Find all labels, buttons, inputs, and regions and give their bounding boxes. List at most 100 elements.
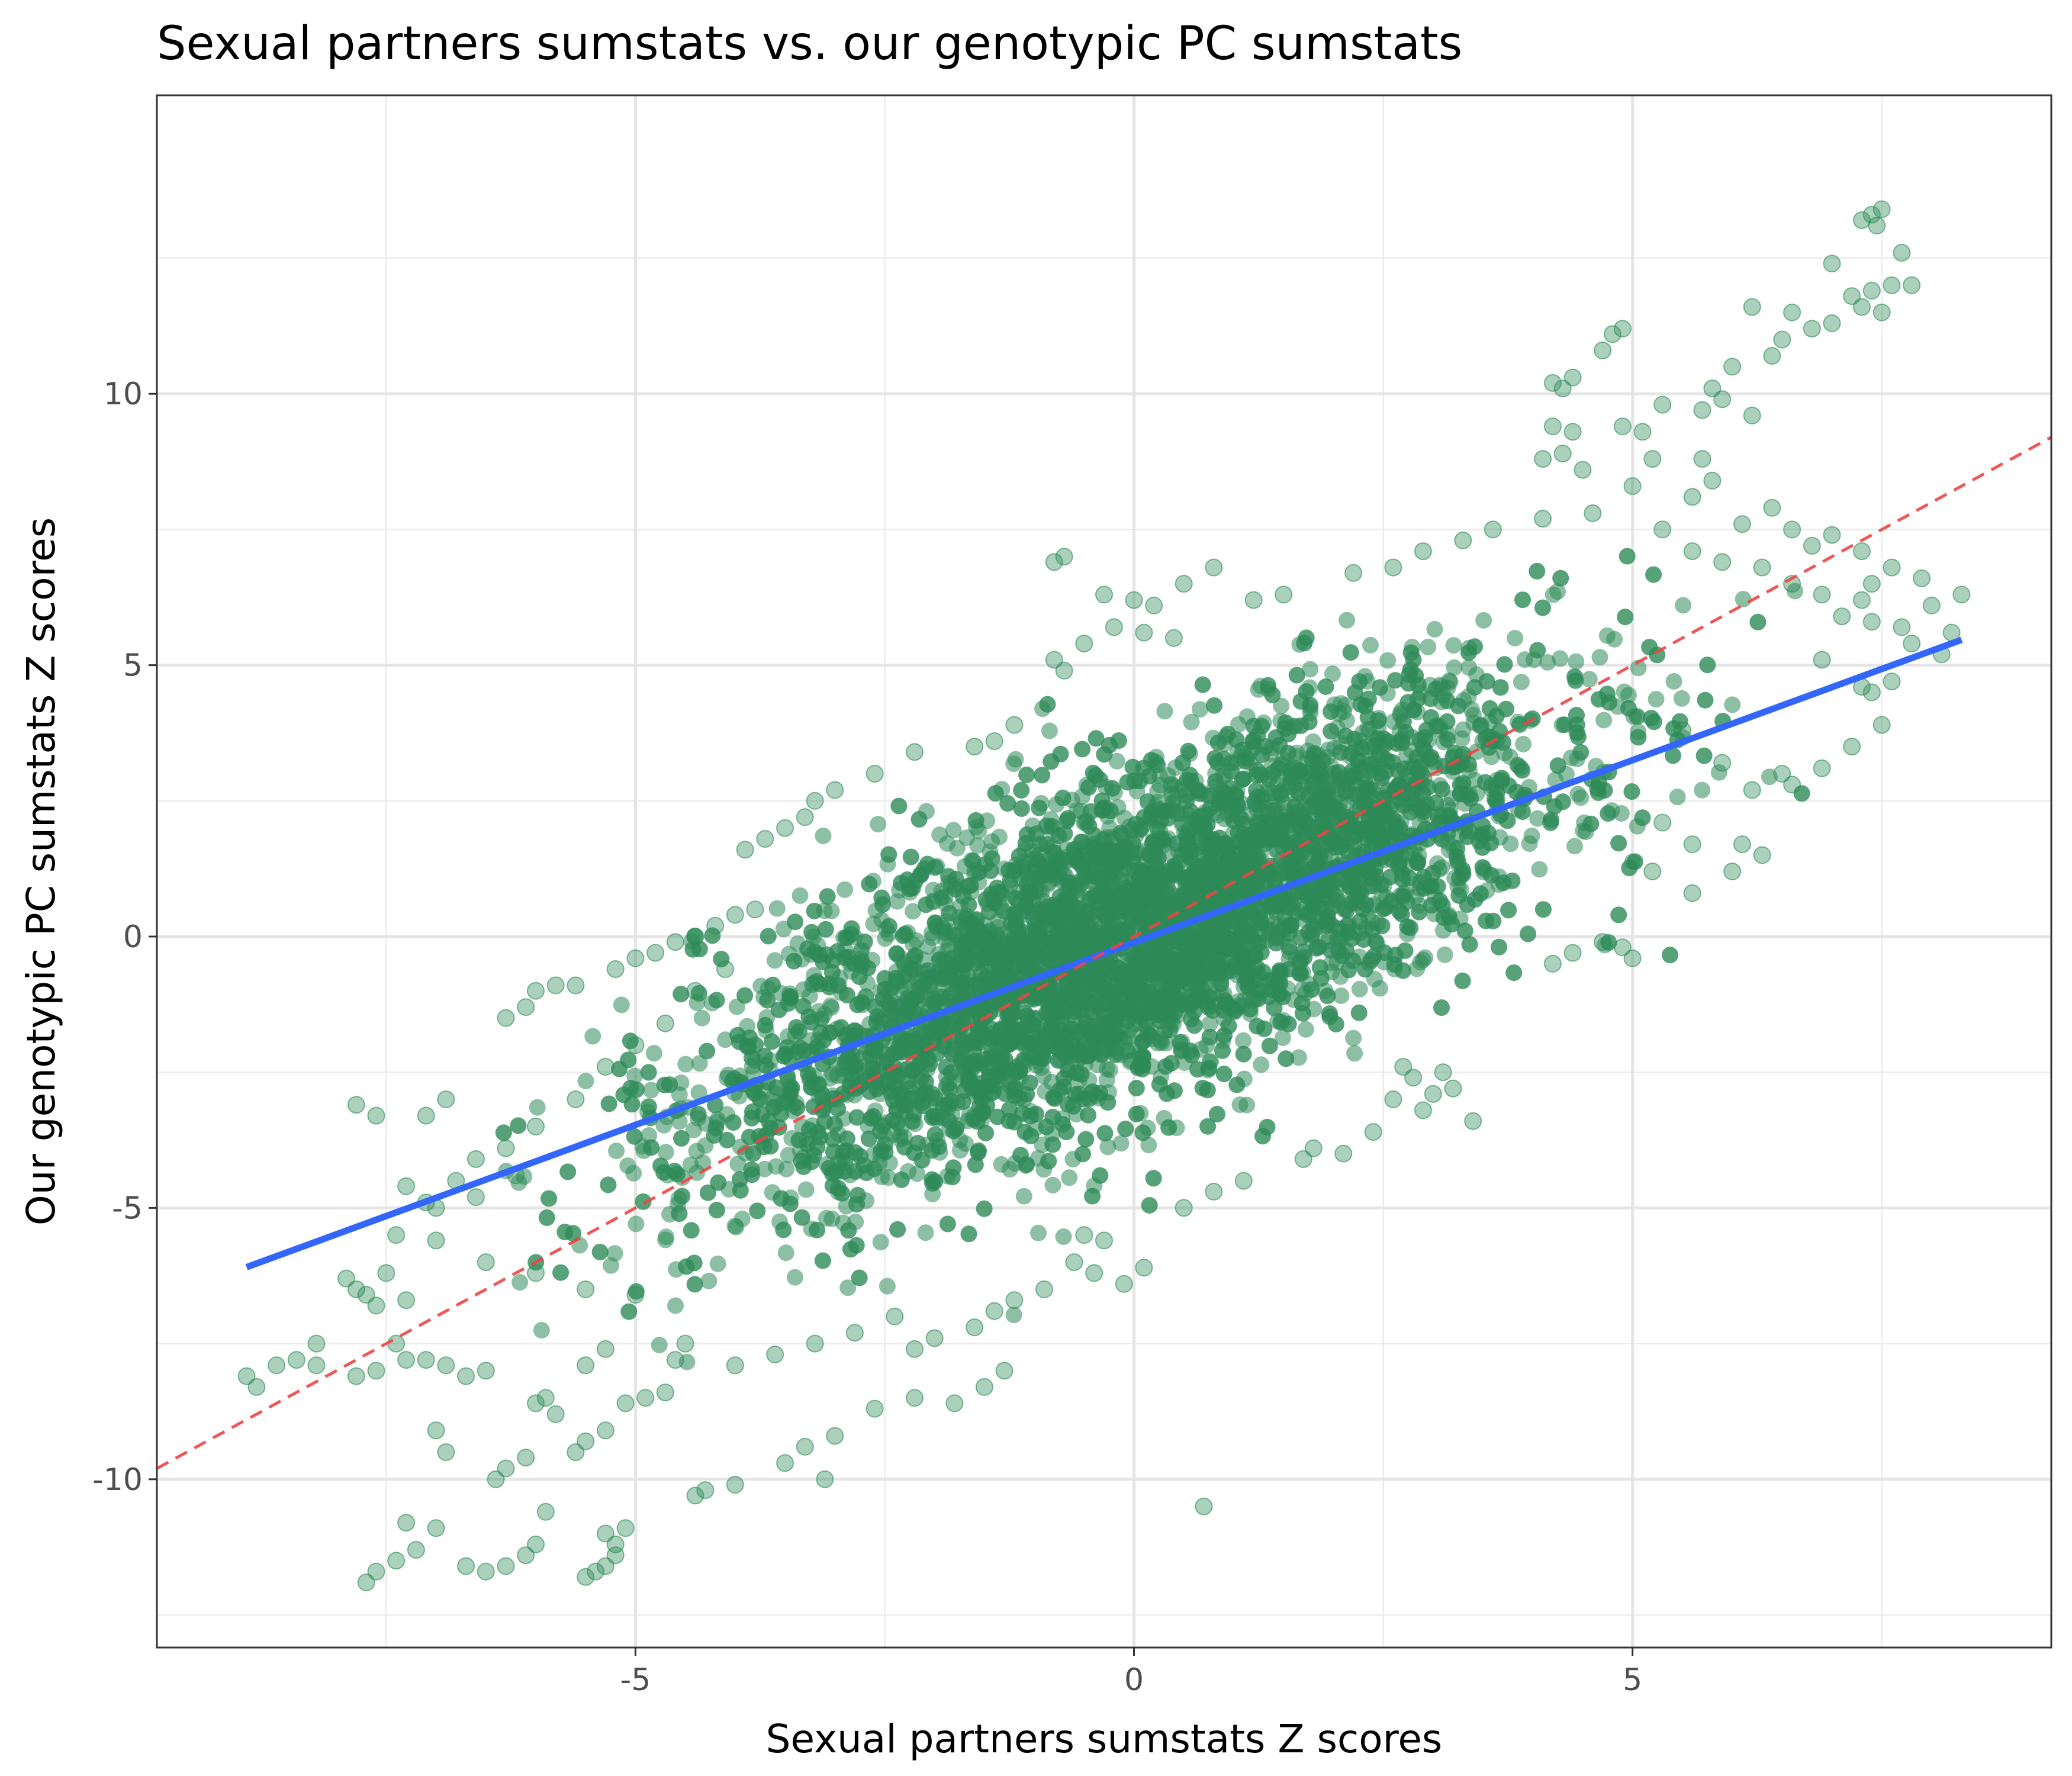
data-point [1272,1014,1289,1031]
data-point [529,1099,546,1116]
data-point [1453,730,1471,747]
data-point [1351,980,1368,998]
data-point [806,902,823,919]
data-point [1595,712,1613,729]
data-point [1411,903,1428,921]
data-point [872,1234,889,1251]
data-point [905,903,922,920]
data-point [1156,703,1173,720]
data-point [1630,659,1647,677]
data-point [1694,781,1711,799]
data-point [1371,980,1388,997]
data-point [1253,1056,1270,1073]
data-point [1140,1137,1157,1154]
data-point [1345,1029,1362,1047]
data-point [619,1157,636,1174]
data-point [1099,1138,1117,1156]
data-point [1160,1119,1177,1136]
data-point [1556,716,1573,733]
data-point [1724,696,1741,713]
data-point [709,1255,726,1272]
chart-title: Sexual partners sumstats vs. our genotyp… [157,17,1462,70]
data-point [693,1009,710,1027]
data-point [1408,960,1426,977]
data-point [789,1099,806,1116]
data-point [1015,1188,1032,1205]
data-point [1545,586,1562,603]
data-point [1472,718,1489,735]
data-point [1460,659,1478,676]
data-point [1507,630,1524,646]
data-point [677,1056,694,1073]
data-point [1201,1015,1218,1032]
data-point [667,1297,684,1314]
data-point [1054,789,1072,806]
data-point [1302,661,1319,678]
data-point [1346,1045,1363,1062]
data-point [1446,659,1463,676]
data-point [1041,722,1058,739]
data-point [1096,1125,1114,1142]
data-point [1362,636,1379,654]
data-point [993,1156,1010,1173]
data-point [1055,1228,1072,1245]
data-point [651,1337,668,1353]
data-point [1582,815,1600,832]
data-point [1591,649,1608,666]
data-point [1280,939,1298,956]
data-point [1439,731,1456,748]
data-point [848,1196,866,1213]
data-point [1529,642,1546,659]
data-point [1238,1096,1256,1114]
data-point [1476,774,1494,791]
data-point [1439,693,1456,710]
data-point [939,835,956,852]
data-point [917,1224,934,1241]
data-point [577,1073,594,1089]
data-point [1606,630,1623,648]
data-point [1669,789,1686,806]
data-point [1623,783,1640,800]
data-point [818,1209,835,1227]
data-points [237,200,1971,1591]
data-point [1324,665,1341,683]
data-point [999,795,1016,812]
data-point [1274,1029,1291,1046]
data-point [713,951,730,968]
data-point [1572,789,1590,806]
data-point [1514,803,1531,821]
data-point [1500,902,1517,919]
data-point [768,900,786,917]
data-point [1620,687,1637,704]
data-point [686,1276,703,1293]
data-point [1568,653,1585,670]
data-point [511,1274,529,1291]
data-point [559,1163,577,1180]
data-point [1040,1153,1057,1170]
data-point [1007,751,1024,768]
data-point [674,1188,691,1205]
data-point [901,880,918,897]
data-point [673,1130,690,1147]
data-point [1141,1197,1158,1214]
data-point [1466,638,1483,655]
data-point [691,1055,708,1072]
data-point [1112,1135,1130,1152]
data-point [1665,673,1682,690]
data-point [628,1215,645,1233]
data-point [626,1128,643,1145]
data-point [1339,612,1356,629]
data-point [1420,638,1437,655]
data-point [673,986,690,1003]
data-point [1426,620,1443,638]
data-point [890,797,908,815]
data-point [1072,802,1089,819]
data-point [658,1228,675,1246]
data-point [951,1142,969,1159]
data-point [1134,1124,1151,1141]
data-point [1675,597,1692,614]
data-point [690,1084,707,1101]
data-point [1710,764,1727,781]
data-point [870,816,887,833]
